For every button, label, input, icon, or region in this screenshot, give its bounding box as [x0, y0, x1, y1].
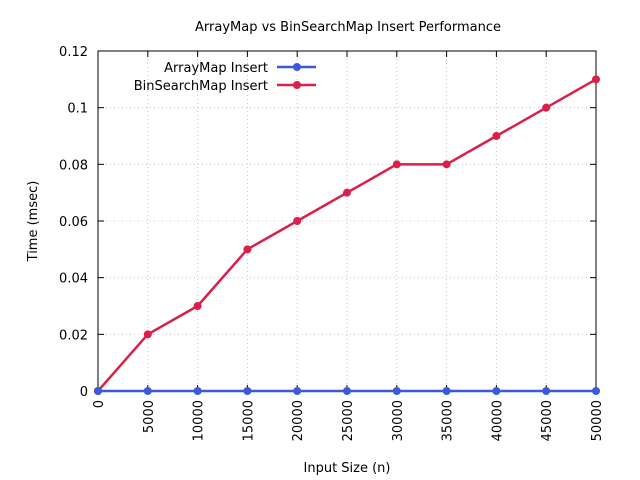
y-axis-label: Time (msec)	[26, 181, 41, 263]
legend-label: BinSearchMap Insert	[134, 79, 268, 94]
x-tick-label: 20000	[291, 400, 306, 441]
data-point	[143, 330, 152, 339]
data-point	[492, 132, 501, 140]
data-point	[243, 387, 252, 395]
legend-label: ArrayMap Insert	[164, 61, 268, 76]
series-group	[94, 75, 600, 395]
x-tick-label: 50000	[590, 400, 605, 441]
x-axis-label: Input Size (n)	[304, 461, 391, 476]
y-tick-label: 0.06	[59, 215, 88, 230]
y-tick-label: 0.02	[59, 328, 88, 343]
axis-ticks: 0 0.02 0.04 0.06 0.08 0.1 0.12 0 5000 10000 15000 2…	[59, 45, 605, 441]
data-point	[343, 387, 351, 395]
x-tick-label: 10000	[192, 400, 207, 441]
data-point	[243, 245, 252, 254]
x-tick-label: 5000	[142, 400, 157, 433]
data-point	[592, 387, 600, 395]
x-tick-label: 25000	[341, 400, 356, 441]
data-point	[293, 387, 302, 395]
data-point	[392, 387, 401, 395]
y-tick-label: 0.1	[67, 102, 88, 117]
data-point	[94, 387, 102, 395]
x-tick-label: 45000	[540, 400, 555, 441]
x-tick-label: 30000	[391, 400, 406, 441]
data-point	[193, 387, 202, 395]
x-tick-label: 0	[92, 400, 107, 408]
legend-marker	[293, 63, 301, 71]
y-tick-label: 0.04	[59, 272, 88, 287]
data-point	[193, 302, 202, 310]
data-point	[542, 387, 551, 395]
y-tick-label: 0	[80, 385, 88, 400]
chart-title: ArrayMap vs BinSearchMap Insert Performa…	[195, 20, 501, 35]
data-point	[143, 387, 152, 395]
data-point	[442, 160, 451, 169]
y-tick-label: 0.12	[59, 45, 88, 60]
data-point	[442, 387, 451, 395]
data-point	[492, 387, 501, 395]
y-tick-label: 0.08	[59, 158, 88, 173]
data-point	[293, 217, 302, 225]
data-point	[392, 160, 401, 169]
legend: ArrayMap Insert BinSearchMap Insert	[134, 61, 316, 94]
grid	[98, 51, 596, 391]
data-point	[343, 188, 351, 197]
data-point	[542, 103, 551, 112]
x-tick-label: 15000	[241, 400, 256, 441]
data-point	[592, 75, 600, 84]
legend-marker	[293, 81, 301, 89]
x-tick-label: 40000	[490, 400, 505, 441]
x-tick-label: 35000	[441, 400, 456, 441]
